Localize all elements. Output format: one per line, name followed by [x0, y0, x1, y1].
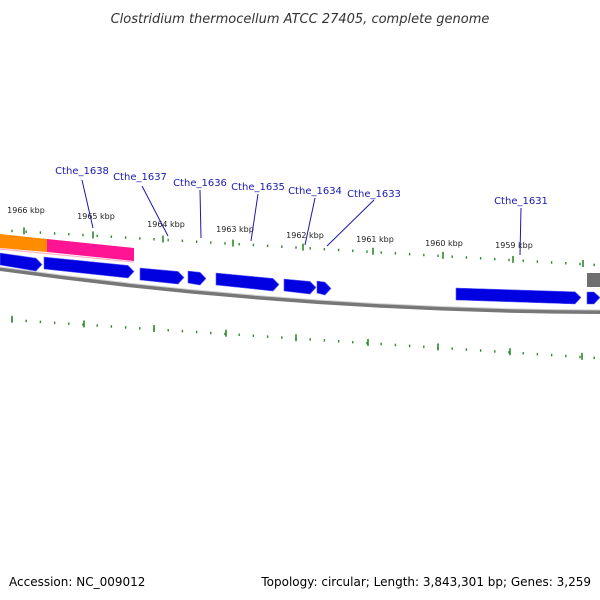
cds-5: [215, 272, 280, 292]
gene-label-cthe-1631: Cthe_1631: [494, 196, 548, 207]
backbone-highlight: [0, 266, 600, 311]
gene-label-cthe-1633: Cthe_1633: [347, 189, 401, 200]
map-title: Clostridium thermocellum ATCC 27405, com…: [111, 12, 490, 27]
cds-6: [283, 278, 317, 295]
gene-leader-line: [250, 193, 259, 242]
tick-label-1959: 1959 kbp: [495, 241, 533, 250]
cds-7: [316, 280, 332, 296]
cds-track: [0, 252, 600, 305]
gray-feature: [587, 273, 600, 287]
tick-label-1966: 1966 kbp: [7, 206, 45, 215]
pink-feature: [47, 239, 134, 261]
accession-label: Accession: NC_009012: [9, 575, 145, 589]
genome-summary: Topology: circular; Length: 3,843,301 bp…: [260, 575, 591, 589]
cds-8: [455, 287, 582, 305]
cds-3: [139, 267, 185, 285]
feature-track: [0, 234, 600, 287]
backbone-arc: [0, 267, 600, 314]
tick-label-1960: 1960 kbp: [425, 239, 463, 248]
gene-leader-line: [141, 185, 169, 237]
ruler-ticks: 1966 kbp 1965 kbp 1964 kbp 1963 kbp 1962 kbp…: [7, 206, 595, 360]
gene-leader-line: [304, 197, 316, 246]
gene-leader-line: [326, 199, 375, 247]
gene-label-cthe-1636: Cthe_1636: [173, 178, 227, 189]
gene-label-cthe-1638: Cthe_1638: [55, 166, 109, 177]
genome-backbone: [0, 266, 600, 314]
orange-feature: [0, 234, 47, 252]
gene-label-cthe-1635: Cthe_1635: [231, 182, 285, 193]
gene-leader-line: [199, 189, 202, 239]
tick-label-1962: 1962 kbp: [286, 231, 324, 240]
gene-label-cthe-1634: Cthe_1634: [288, 186, 342, 197]
tick-label-1964: 1964 kbp: [147, 220, 185, 229]
gene-label-cthe-1637: Cthe_1637: [113, 172, 167, 183]
feature-shadow: [0, 248, 135, 263]
gene-leader-line: [519, 207, 522, 256]
tick-label-1965: 1965 kbp: [77, 212, 115, 221]
cds-1: [0, 252, 43, 272]
cds-2: [43, 256, 135, 279]
cds-4: [187, 270, 207, 286]
gene-leader-line: [81, 179, 94, 229]
tick-label-1961: 1961 kbp: [356, 235, 394, 244]
tick-label-1963: 1963 kbp: [216, 225, 254, 234]
cds-9: [586, 291, 600, 305]
